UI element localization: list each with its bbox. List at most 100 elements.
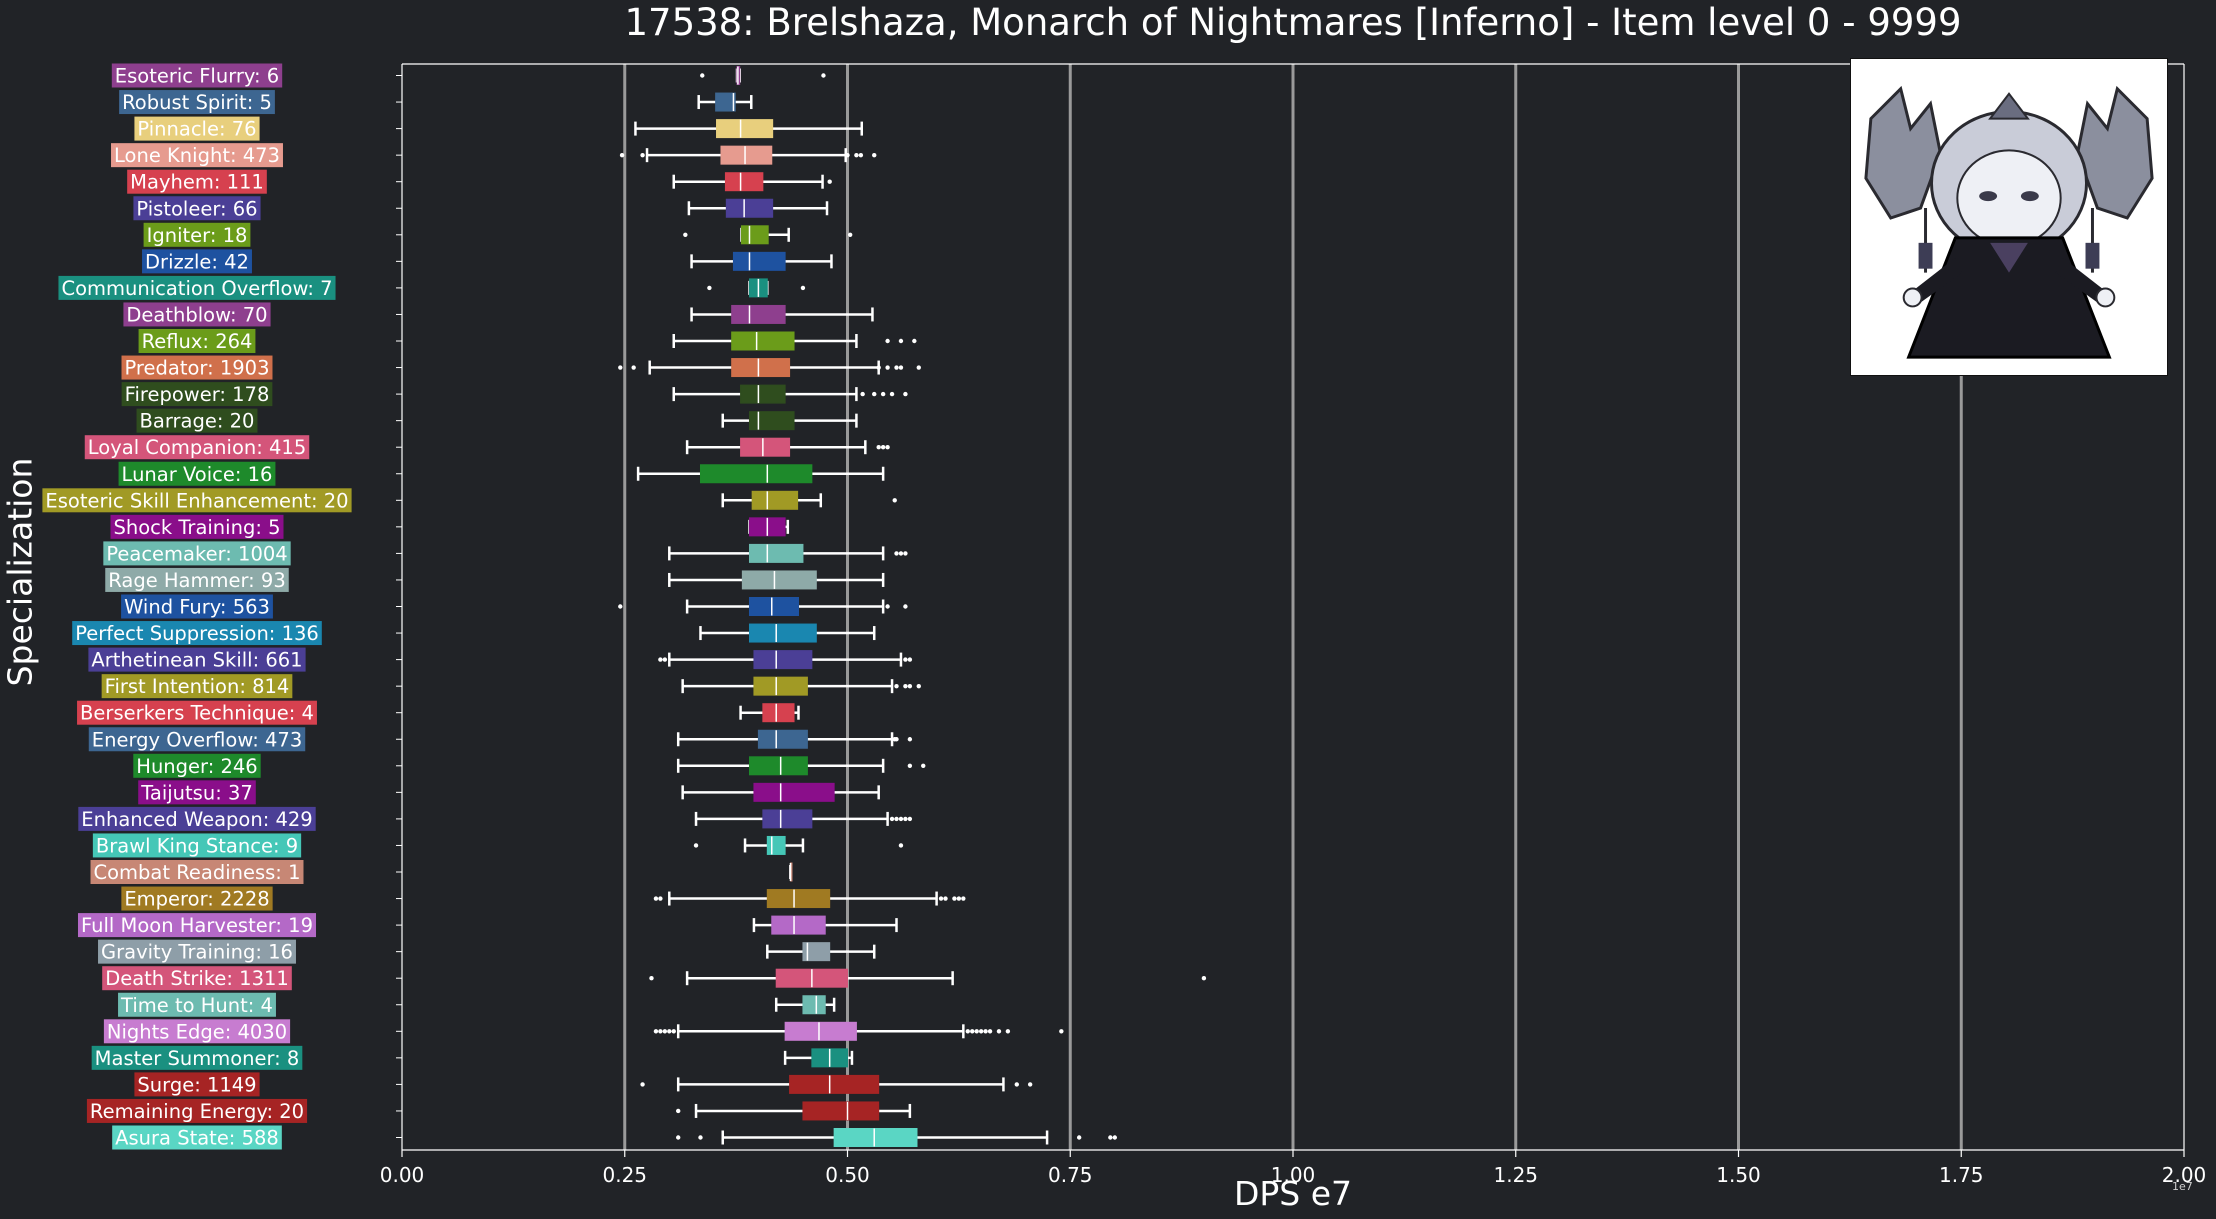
outlier-point (1112, 1135, 1118, 1140)
outlier-point (889, 391, 895, 397)
outlier-point (921, 763, 926, 768)
outlier-point (618, 365, 623, 370)
outlier-point (658, 657, 663, 662)
box-1 (697, 92, 753, 112)
category-label-text: Drizzle: 42 (145, 250, 249, 273)
iqr-box (757, 729, 808, 749)
outlier-point (978, 1029, 984, 1034)
x-axis-exponent: 1e7 (2172, 1180, 2193, 1193)
outlier-point (640, 152, 645, 158)
outlier-point (698, 1135, 703, 1140)
outlier-point (907, 763, 913, 768)
category-label: Esoteric Flurry: 6 (111, 63, 283, 88)
category-label-text: Full Moon Harvester: 19 (81, 914, 313, 937)
category-label: Energy Overflow: 473 (88, 727, 306, 752)
box-34 (649, 968, 1207, 988)
category-label: Asura State: 588 (112, 1125, 282, 1150)
category-label-bg (98, 939, 296, 964)
outlier-point (903, 683, 908, 689)
box-35 (774, 995, 836, 1015)
category-label-bg (118, 461, 276, 486)
outlier-point (892, 498, 897, 503)
iqr-box (716, 119, 774, 139)
category-label: Remaining Energy: 20 (86, 1098, 308, 1123)
category-label-text: Wind Fury: 563 (124, 596, 270, 619)
outlier-point (683, 232, 688, 237)
outlier-point (1014, 1082, 1019, 1087)
x-axis-title: DPS e7 (1233, 1174, 1353, 1213)
category-label: Predator: 1903 (121, 355, 273, 380)
iqr-box (748, 411, 795, 431)
category-label: Robust Spirit: 5 (119, 90, 275, 115)
outlier-point (938, 896, 944, 901)
category-label-bg (77, 913, 317, 938)
category-label: Full Moon Harvester: 19 (77, 913, 317, 938)
category-label: Surge: 1149 (134, 1072, 260, 1097)
category-label-text: Reflux: 264 (142, 330, 253, 353)
iqr-box (732, 251, 786, 271)
outlier-point (970, 1029, 975, 1034)
category-label-text: First Intention: 814 (105, 675, 290, 698)
box-15 (636, 464, 885, 484)
outlier-point (885, 338, 890, 344)
category-label-bg (103, 1019, 291, 1044)
outlier-point (987, 1029, 993, 1034)
outlier-point (974, 1029, 979, 1034)
box-19 (668, 570, 885, 590)
category-label-text: Asura State: 588 (115, 1127, 279, 1150)
category-label-bg (123, 302, 271, 327)
category-label-text: Surge: 1149 (137, 1073, 256, 1096)
category-label-text: Taijutsu: 37 (140, 781, 253, 804)
outlier-point (907, 816, 913, 822)
outlier-point (943, 896, 948, 901)
category-label: Arthetinean Skill: 661 (88, 647, 306, 672)
category-label-bg (111, 143, 283, 168)
category-label: Communication Overflow: 7 (58, 275, 336, 300)
outlier-point (903, 551, 908, 556)
category-label-text: Barrage: 20 (140, 410, 255, 433)
iqr-box (771, 915, 826, 935)
category-label: Peacemaker: 1004 (103, 541, 291, 566)
category-label: Rage Hammer: 93 (105, 567, 289, 592)
category-label-bg (138, 329, 256, 353)
category-label-bg (88, 647, 306, 672)
outlier-point (916, 365, 921, 370)
outlier-point (860, 391, 865, 397)
category-label-text: Nights Edge: 4030 (107, 1020, 287, 1043)
outlier-point (903, 391, 908, 397)
category-label-text: Lunar Voice: 16 (122, 463, 273, 486)
category-label-bg (88, 727, 306, 752)
iqr-box (748, 543, 804, 563)
category-label-bg (134, 116, 260, 141)
outlier-point (907, 657, 913, 662)
category-label-bg (102, 966, 292, 991)
iqr-box (802, 1101, 880, 1121)
category-label-bg (110, 514, 284, 539)
category-label-bg (121, 594, 273, 619)
iqr-box (731, 304, 786, 324)
category-label: Igniter: 18 (143, 222, 251, 247)
category-label-text: Pinnacle: 76 (137, 118, 256, 141)
box-7 (690, 251, 833, 271)
outlier-point (658, 1029, 663, 1034)
iqr-box (748, 756, 808, 776)
box-11 (618, 358, 921, 378)
box-0 (700, 66, 826, 85)
category-label-bg (78, 806, 316, 831)
category-label: Mayhem: 111 (127, 169, 267, 194)
iqr-box (741, 570, 817, 590)
iqr-box (740, 384, 786, 404)
category-label-text: Emperor: 2228 (124, 888, 269, 911)
category-label: Reflux: 264 (138, 329, 256, 353)
box-33 (766, 942, 876, 962)
outlier-point (618, 604, 623, 609)
outlier-point (1005, 1029, 1011, 1034)
box-18 (668, 543, 908, 563)
outlier-point (894, 737, 899, 742)
box-20 (618, 597, 908, 616)
category-label-text: Enhanced Weapon: 429 (81, 808, 312, 831)
category-label-text: Energy Overflow: 473 (92, 728, 302, 751)
box-9 (690, 304, 874, 324)
category-label: Pinnacle: 76 (134, 116, 260, 141)
iqr-box (784, 1021, 857, 1041)
